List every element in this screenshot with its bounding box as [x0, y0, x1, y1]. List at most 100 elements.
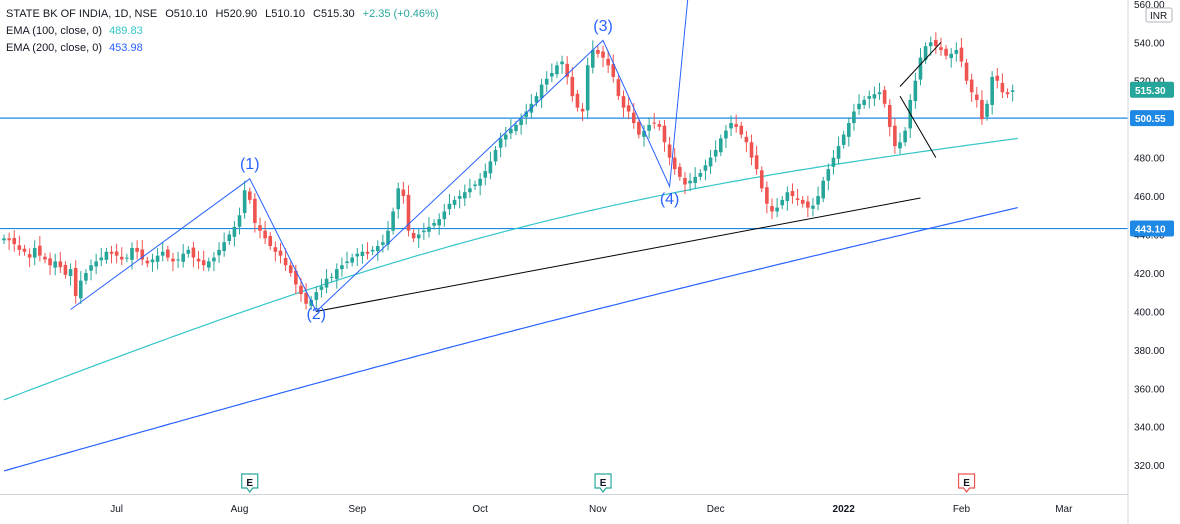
- time-tick-label: Mar: [1055, 504, 1073, 515]
- candle-body: [273, 247, 278, 252]
- candle: [519, 113, 523, 135]
- candle: [94, 253, 98, 275]
- candle: [145, 256, 150, 268]
- legend-ema100-row[interactable]: EMA (100, close, 0) 489.83: [6, 23, 439, 40]
- candle-body: [918, 57, 923, 80]
- candle-body: [928, 42, 933, 47]
- candle-body: [43, 256, 47, 260]
- candle-body: [288, 265, 293, 273]
- candle: [734, 114, 738, 133]
- candle-body: [621, 96, 626, 108]
- candle: [457, 190, 462, 209]
- candle: [862, 96, 866, 109]
- candle: [340, 257, 344, 277]
- candle: [836, 136, 841, 165]
- legend-change: +2.35 (+0.46%): [362, 8, 439, 20]
- candle-body: [32, 247, 37, 258]
- candle-body: [985, 103, 989, 117]
- candle: [811, 197, 815, 217]
- candle-body: [698, 172, 703, 177]
- candle: [370, 246, 375, 256]
- candle-body: [222, 242, 226, 252]
- candle-body: [678, 166, 682, 177]
- candle: [288, 261, 293, 277]
- price-tick-label: 540.00: [1134, 38, 1165, 49]
- candle: [58, 251, 63, 273]
- earnings-marker: E: [241, 473, 259, 493]
- drawings: (1) (2) (3) (4): [70, 0, 942, 323]
- candle: [2, 234, 6, 245]
- candle: [729, 115, 733, 137]
- horizontal-lines: [0, 117, 1128, 230]
- candle-body: [1010, 90, 1015, 92]
- candle-body: [145, 260, 150, 264]
- candle: [770, 198, 774, 220]
- candle: [606, 51, 610, 74]
- candle-body: [416, 234, 421, 239]
- candle-body: [370, 249, 375, 252]
- time-axis[interactable]: Jul Aug Sep Oct Nov Dec 2022 Feb Mar: [110, 504, 1073, 515]
- candle: [463, 184, 467, 207]
- candle: [247, 187, 252, 204]
- candle: [1010, 84, 1015, 102]
- candle: [703, 159, 708, 181]
- legend-ema200-row[interactable]: EMA (200, close, 0) 453.98: [6, 40, 439, 57]
- candle: [816, 186, 820, 211]
- candle-body: [882, 89, 887, 104]
- candle-body: [217, 249, 221, 256]
- candle-body: [488, 161, 493, 174]
- earnings-marker-shape: [594, 473, 612, 493]
- candle: [12, 230, 17, 252]
- price-tag-label: 500.55: [1135, 114, 1166, 125]
- candle-body: [227, 234, 232, 242]
- candle: [995, 68, 1000, 89]
- elliott-wave-line: [70, 0, 689, 313]
- candle-body: [544, 78, 549, 85]
- candle-body: [693, 176, 697, 183]
- candle: [268, 232, 273, 250]
- candle-body: [104, 251, 109, 260]
- price-tick-label: 380.00: [1134, 346, 1165, 357]
- wave-label: (2): [307, 306, 327, 323]
- candle-body: [109, 251, 114, 254]
- candle-body: [171, 258, 175, 262]
- candle: [575, 89, 580, 112]
- candle-body: [294, 270, 298, 285]
- candle-body: [191, 247, 196, 258]
- candle: [222, 232, 226, 257]
- candle: [99, 247, 104, 267]
- candle: [550, 63, 554, 83]
- candle-body: [519, 119, 523, 125]
- candle-body: [386, 230, 390, 245]
- legend-symbol[interactable]: STATE BK OF INDIA, 1D, NSE: [6, 8, 158, 20]
- candle-body: [611, 64, 616, 77]
- candle-body: [468, 188, 472, 193]
- candle: [509, 119, 513, 140]
- candle-body: [350, 257, 354, 263]
- candle: [591, 40, 595, 74]
- price-tag-box: [1130, 110, 1174, 127]
- candle: [171, 252, 175, 272]
- candle: [191, 241, 196, 268]
- candle-body: [616, 79, 621, 97]
- candle-body: [688, 180, 692, 184]
- candle-body: [155, 255, 160, 262]
- candle-body: [114, 251, 119, 256]
- candle: [790, 183, 795, 204]
- candle-body: [975, 94, 979, 100]
- candle-body: [212, 257, 216, 262]
- candle: [227, 230, 232, 245]
- candle-body: [591, 49, 595, 68]
- candle-body: [422, 230, 426, 233]
- candle: [949, 48, 953, 68]
- candle: [944, 44, 948, 60]
- candle: [104, 247, 109, 264]
- candle: [22, 244, 27, 256]
- candle-body: [73, 267, 78, 297]
- candle: [903, 126, 907, 147]
- candle: [324, 269, 329, 294]
- candle-body: [58, 261, 63, 268]
- candle: [314, 286, 319, 310]
